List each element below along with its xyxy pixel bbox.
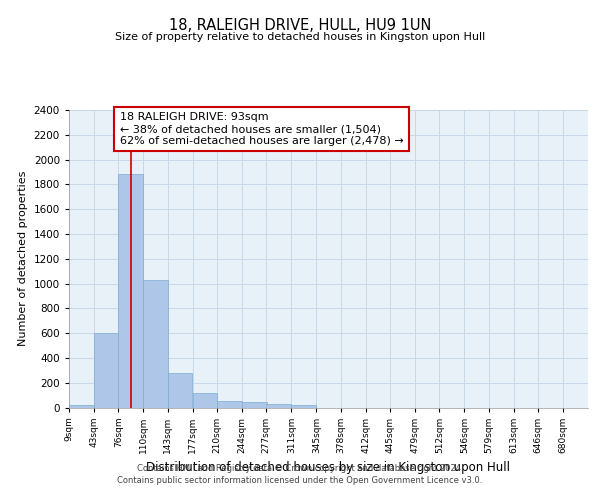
Text: Size of property relative to detached houses in Kingston upon Hull: Size of property relative to detached ho… (115, 32, 485, 42)
Bar (94, 333, 119, 407)
Bar (69, 405, 94, 407)
Text: Contains HM Land Registry data © Crown copyright and database right 2024.: Contains HM Land Registry data © Crown c… (137, 464, 463, 473)
Bar (118, 174, 143, 408)
Y-axis label: Number of detached properties: Number of detached properties (18, 171, 28, 346)
Bar (266, 404, 291, 407)
Text: 18 RALEIGH DRIVE: 93sqm
← 38% of detached houses are smaller (1,504)
62% of semi: 18 RALEIGH DRIVE: 93sqm ← 38% of detache… (120, 112, 404, 146)
Bar (242, 402, 266, 407)
Bar (217, 402, 242, 407)
Bar (292, 405, 316, 407)
Text: Contains public sector information licensed under the Open Government Licence v3: Contains public sector information licen… (118, 476, 482, 485)
Bar (167, 373, 193, 408)
Bar (143, 280, 168, 407)
X-axis label: Distribution of detached houses by size in Kingston upon Hull: Distribution of detached houses by size … (146, 461, 511, 474)
Text: 18, RALEIGH DRIVE, HULL, HU9 1UN: 18, RALEIGH DRIVE, HULL, HU9 1UN (169, 18, 431, 32)
Bar (193, 392, 217, 407)
